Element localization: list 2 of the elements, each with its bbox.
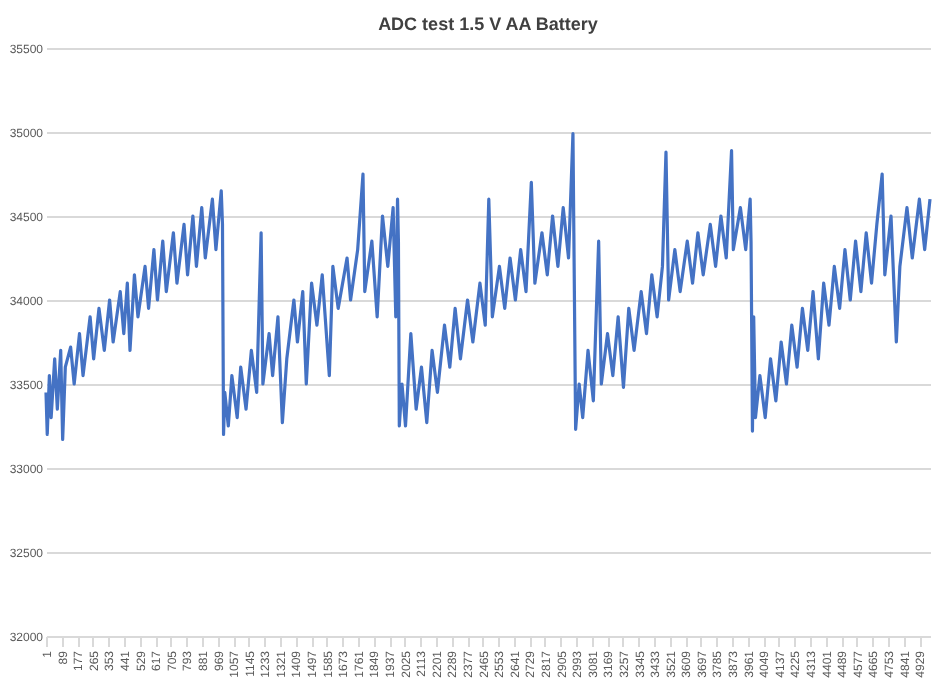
chart-title: ADC test 1.5 V AA Battery [378, 14, 598, 34]
line-series [44, 132, 932, 442]
